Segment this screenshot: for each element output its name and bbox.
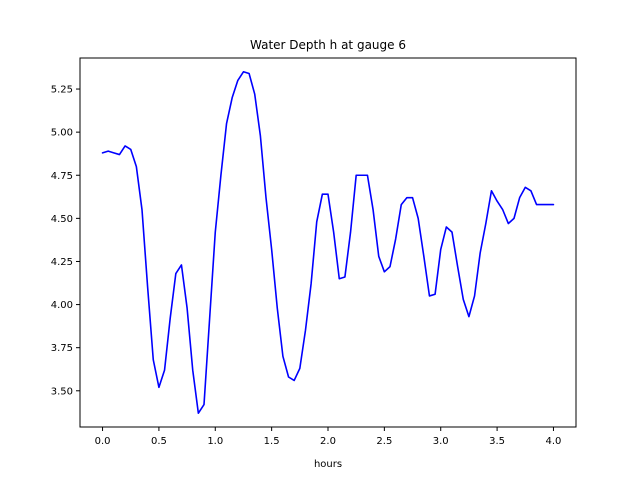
x-axis: 0.0 0.5 1.0 1.5 2.0 2.5 3.0 3.5 4.0 — [95, 427, 562, 447]
y-tick-label: 5.00 — [51, 128, 73, 139]
y-axis: 3.50 3.75 4.00 4.25 4.50 4.75 5.00 5.25 — [51, 85, 80, 397]
y-tick-label: 4.25 — [51, 257, 73, 268]
series-line-0 — [101, 70, 555, 415]
x-tick-label: 0.0 — [95, 436, 111, 447]
y-tick-label: 3.75 — [51, 343, 73, 354]
y-tick-label: 4.00 — [51, 300, 73, 311]
x-tick-label: 3.5 — [489, 436, 505, 447]
chart-title: Water Depth h at gauge 6 — [250, 38, 406, 52]
x-tick-label: 3.0 — [433, 436, 449, 447]
y-tick-label: 4.75 — [51, 171, 73, 182]
x-tick-label: 1.0 — [207, 436, 223, 447]
x-tick-label: 4.0 — [546, 436, 562, 447]
y-tick-label: 5.25 — [51, 85, 73, 96]
x-tick-label: 0.5 — [151, 436, 167, 447]
x-tick-label: 2.5 — [376, 436, 392, 447]
x-tick-label: 1.5 — [264, 436, 280, 447]
x-tick-label: 2.0 — [320, 436, 336, 447]
y-tick-label: 3.50 — [51, 386, 73, 397]
x-axis-label: hours — [314, 459, 342, 470]
y-tick-label: 4.50 — [51, 214, 73, 225]
